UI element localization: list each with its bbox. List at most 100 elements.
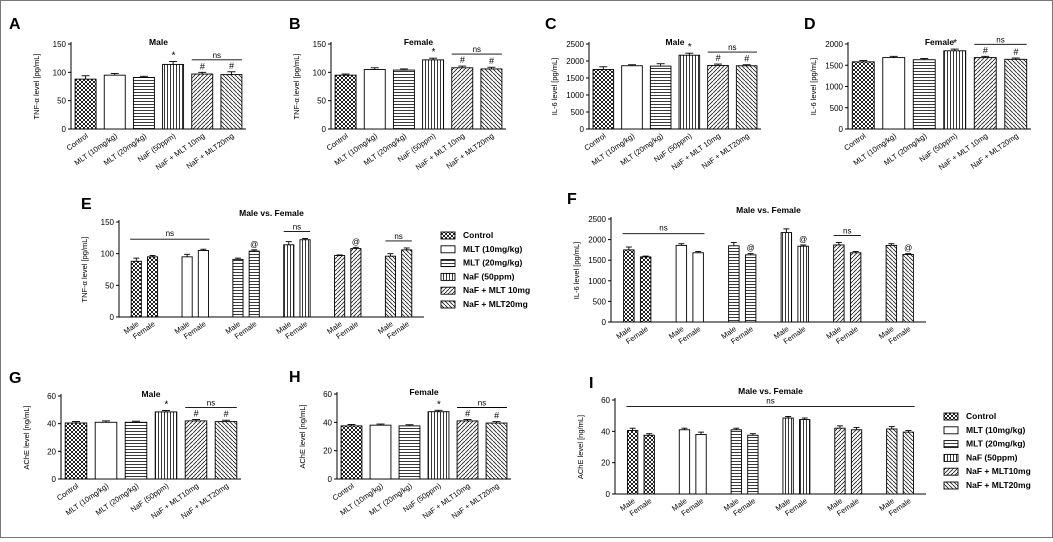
legend-label: MLT (10mg/kg) (463, 244, 523, 254)
bar (834, 427, 846, 495)
chart-title: Male vs. Female (239, 208, 304, 218)
ns-label: ns (473, 45, 481, 54)
chart-title: Male (149, 37, 168, 47)
legend-swatch (943, 467, 959, 476)
bar (334, 255, 346, 318)
significance-mark: * (953, 38, 958, 49)
y-tick-label: 1500 (566, 74, 584, 83)
significance-mark: # (1013, 47, 1019, 57)
bar (833, 244, 845, 323)
significance-mark: # (223, 409, 229, 419)
significance-mark: # (744, 54, 750, 64)
panel-f: 0 500 1000 1500 2000 2500 IL-6 level [pg/mL] F M… (567, 191, 926, 346)
y-axis-label: IL-6 level [pg/mL] (550, 58, 559, 116)
bar (675, 244, 688, 323)
y-tick-label: 50 (317, 97, 326, 106)
y-tick-label: 60 (601, 396, 610, 405)
y-axis-label: AChE level [ng/mL] (22, 405, 31, 469)
y-tick-label: 60 (47, 392, 56, 401)
ns-label: ns (166, 229, 174, 238)
y-tick-label: 0 (328, 475, 333, 484)
y-axis-label: IL-6 level [pg/mL] (572, 242, 581, 300)
legend-label: NaF + MLT20mg (463, 299, 528, 309)
significance-mark: * (687, 42, 692, 53)
chart-title: Male (142, 389, 161, 399)
y-tick-label: 100 (101, 250, 115, 259)
bar (299, 239, 311, 318)
bar (485, 422, 508, 480)
significance-mark: @ (904, 244, 912, 253)
bar (64, 422, 88, 480)
bar (643, 434, 655, 495)
bar (103, 74, 126, 130)
legend-swatch (440, 259, 456, 268)
legend-label: MLT (10mg/kg) (966, 425, 1026, 435)
significance-mark: * (437, 399, 442, 410)
significance-mark: # (200, 61, 206, 71)
bar (885, 244, 898, 323)
y-axis-label: AChE level [ng/mL] (298, 404, 307, 468)
bar (456, 420, 479, 480)
bar (626, 430, 639, 495)
bar (451, 67, 474, 130)
x-tick-label: NaF + MLT 10mg (670, 131, 723, 172)
y-tick-label: 20 (47, 447, 56, 456)
chart-title: Female (409, 387, 439, 397)
bar (1004, 58, 1028, 130)
significance-mark: * (164, 400, 169, 411)
y-tick-label: 0 (839, 125, 844, 134)
y-tick-label: 150 (53, 40, 67, 49)
y-tick-label: 60 (323, 390, 332, 399)
bar (882, 57, 906, 130)
legend-swatch (943, 426, 959, 435)
bar (902, 253, 914, 323)
y-tick-label: 2000 (825, 40, 843, 49)
y-tick-label: 0 (602, 318, 607, 327)
y-tick-label: 0 (322, 125, 327, 134)
x-tick-label: Control (325, 131, 350, 152)
bar (973, 57, 997, 130)
bar (130, 260, 142, 318)
bar (340, 425, 363, 480)
bar (678, 54, 701, 130)
panel-letter: A (9, 16, 21, 33)
y-tick-label: 2500 (588, 215, 606, 224)
bar (427, 411, 450, 480)
ns-label: ns (996, 35, 1004, 44)
ns-label: ns (213, 51, 221, 60)
bar (154, 411, 178, 480)
bar (747, 434, 759, 495)
ns-label: ns (766, 396, 774, 405)
significance-mark: # (494, 411, 500, 421)
significance-mark: # (229, 61, 235, 71)
bar (480, 68, 503, 130)
panel-letter: F (567, 191, 577, 208)
bar (744, 254, 757, 323)
chart-title: Male vs. Female (736, 205, 801, 215)
bar (147, 256, 159, 318)
y-tick-label: 0 (110, 313, 115, 322)
legend-swatch (440, 286, 456, 295)
bar (124, 421, 148, 480)
bar (74, 78, 97, 130)
legend-label: NaF + MLT 10mg (463, 285, 530, 295)
y-tick-label: 50 (57, 97, 66, 106)
bar (398, 425, 421, 480)
y-tick-label: 100 (53, 68, 67, 77)
ns-label: ns (394, 232, 402, 241)
y-tick-label: 2500 (566, 40, 584, 49)
bar (639, 256, 652, 323)
ns-label: ns (207, 399, 215, 408)
y-tick-label: 1000 (566, 91, 584, 100)
legend-swatch (943, 412, 959, 421)
bar (191, 73, 214, 130)
legend-label: MLT (20mg/kg) (463, 258, 523, 268)
y-tick-label: 150 (101, 218, 115, 227)
